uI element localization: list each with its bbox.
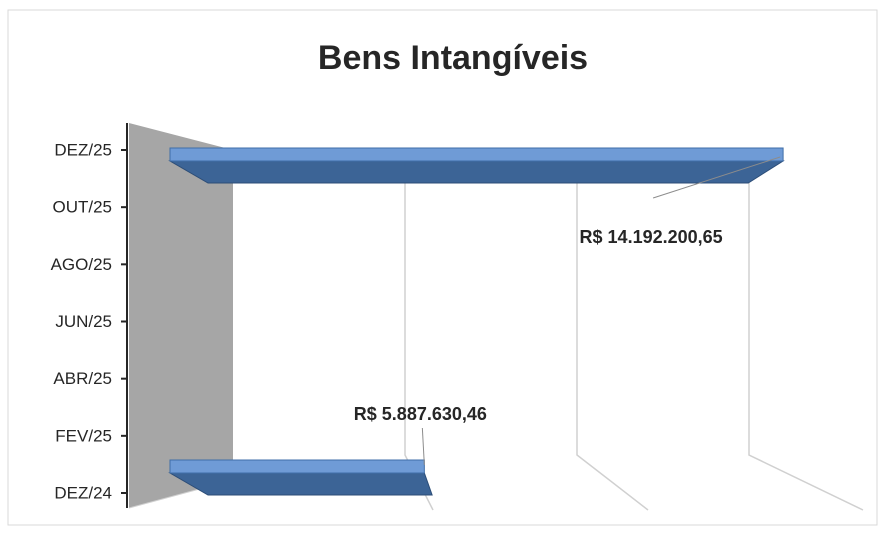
bar-side (168, 160, 785, 184)
leader-line (652, 156, 781, 199)
data-label: R$ 5.887.630,46 (354, 404, 487, 424)
grid-line (748, 183, 864, 511)
y-tick-label: JUN/25 (55, 312, 112, 331)
bar (169, 459, 425, 474)
y-tick-label: DEZ/24 (54, 483, 112, 502)
y-tick-label: OUT/25 (52, 198, 112, 217)
data-label: R$ 14.192.200,65 (580, 227, 723, 247)
chart-title: Bens Intangíveis (318, 39, 588, 77)
y-tick-label: AGO/25 (51, 255, 112, 274)
leader-line (421, 427, 425, 466)
y-tick-label: ABR/25 (53, 369, 112, 388)
bar (169, 147, 784, 162)
y-tick-label: DEZ/25 (54, 140, 112, 159)
grid-line (576, 183, 649, 511)
back-wall (129, 123, 233, 508)
bar-side (168, 472, 433, 496)
y-tick-label: FEV/25 (55, 426, 112, 445)
